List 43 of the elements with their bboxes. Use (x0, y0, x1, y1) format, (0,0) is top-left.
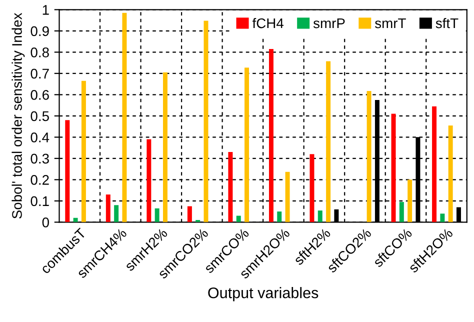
bar (106, 194, 110, 222)
bar (244, 68, 250, 222)
y-tick-label: 1 (42, 5, 49, 15)
bar (65, 120, 70, 222)
bar (440, 214, 445, 222)
y-tick-label: 0.6 (30, 90, 49, 100)
bar (408, 180, 412, 222)
y-axis-title: Sobol' total order sensitivity Index (12, 12, 25, 219)
bar (310, 154, 314, 222)
bar (81, 80, 86, 222)
bar (448, 125, 453, 222)
bar (154, 208, 160, 222)
legend-label: sftT (436, 18, 458, 28)
bar (73, 218, 78, 222)
legend-label: smrP (313, 18, 345, 28)
legend-label: smrT (375, 18, 406, 28)
bar (122, 12, 127, 222)
bar (268, 48, 274, 222)
bar (187, 206, 192, 222)
bar (391, 114, 396, 222)
bar (146, 139, 152, 222)
bar (399, 202, 404, 222)
y-tick-label: 0.1 (30, 196, 49, 206)
bar (114, 205, 119, 222)
bar (366, 91, 372, 222)
bar (326, 61, 331, 222)
y-tick-label: 0.9 (30, 26, 49, 36)
y-tick-label: 0.4 (30, 132, 50, 142)
bar (228, 152, 233, 222)
bar (285, 172, 290, 222)
bar (318, 210, 322, 222)
bar (236, 216, 241, 222)
y-tick-label: 0.8 (30, 48, 49, 58)
y-tick-label: 0.2 (30, 175, 49, 185)
bar (432, 106, 437, 222)
x-axis-title: Output variables (208, 287, 318, 302)
y-tick-label: 0.3 (30, 154, 49, 164)
y-tick-label: 0.5 (30, 111, 49, 122)
y-tick-label: 0.7 (30, 68, 49, 79)
legend-label: fCH4 (252, 18, 284, 28)
y-tick-label: 0 (42, 218, 49, 228)
bar (162, 72, 168, 222)
bar (277, 212, 282, 222)
